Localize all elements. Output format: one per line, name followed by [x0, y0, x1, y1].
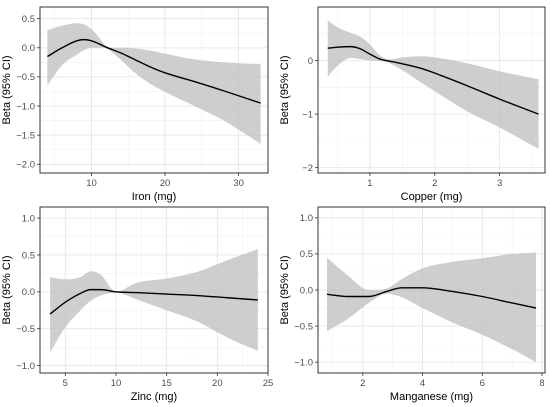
y-tick-label: −1.0 [16, 101, 35, 112]
x-tick-label: 20 [160, 178, 171, 189]
confidence-band [47, 23, 261, 144]
confidence-band [327, 20, 539, 149]
panel-border [39, 206, 269, 374]
y-tick-label: 0.0 [22, 43, 35, 54]
confidence-band [326, 252, 537, 363]
x-tick-label: 1 [367, 178, 372, 189]
y-tick-label: −0.5 [16, 72, 35, 83]
x-tick-label: 10 [111, 378, 122, 389]
x-tick-label: 3 [497, 178, 502, 189]
x-axis-title: Zinc (mg) [131, 391, 177, 403]
y-axis-title: Beta (95% CI) [279, 255, 291, 324]
panel-manganese: 2 4 6 8 −1.0 −0.5 0.0 0.5 1.0 Manganese (mg) Beta … [279, 206, 546, 403]
x-tick-label: 4 [420, 378, 425, 389]
y-tick-label: −1.0 [294, 357, 313, 368]
y-axis-title: Beta (95% CI) [1, 255, 13, 324]
y-tick-label: 0.0 [22, 287, 35, 298]
y-tick-label: −0.5 [294, 321, 313, 332]
y-tick-label: −2 [302, 163, 313, 174]
x-tick-label: 5 [63, 378, 68, 389]
x-axis-title: Manganese (mg) [390, 391, 473, 403]
x-axis-title: Iron (mg) [132, 191, 177, 203]
y-tick-label: −2.0 [16, 160, 35, 171]
estimate-line [326, 287, 537, 309]
x-tick-label: 10 [86, 178, 97, 189]
panel-iron: 10 20 30 −2.0 −1.5 −1.0 −0.5 0.0 0.5 Iron (mg) Bet… [1, 6, 269, 203]
y-tick-label: 0.0 [300, 285, 313, 296]
y-axis-title: Beta (95% CI) [1, 55, 13, 124]
x-tick-label: 8 [539, 378, 544, 389]
y-tick-label: −1.0 [16, 361, 35, 372]
y-tick-label: 1.0 [22, 213, 35, 224]
x-tick-label: 15 [161, 378, 172, 389]
estimate-line [327, 45, 539, 115]
confidence-band [50, 249, 258, 353]
y-tick-label: 1.0 [300, 213, 313, 224]
panel-copper: 1 2 3 −2 −1 0 Copper (mg) Beta (95% CI) [279, 6, 546, 203]
y-tick-label: −1.5 [16, 130, 35, 141]
y-tick-label: 0.5 [300, 249, 313, 260]
x-tick-label: 20 [212, 378, 223, 389]
y-tick-label: −0.5 [16, 324, 35, 335]
x-tick-label: 6 [480, 378, 485, 389]
y-tick-label: 0.5 [22, 14, 35, 25]
panel-border [39, 6, 269, 174]
x-tick-label: 25 [263, 378, 274, 389]
y-tick-label: 0 [308, 56, 313, 67]
y-tick-label: 0.5 [22, 250, 35, 261]
y-tick-label: −1 [302, 109, 313, 120]
estimate-line [49, 288, 258, 315]
x-tick-label: 2 [360, 378, 365, 389]
x-axis-title: Copper (mg) [401, 191, 463, 203]
x-tick-label: 2 [432, 178, 437, 189]
x-tick-label: 30 [233, 178, 244, 189]
estimate-line [46, 38, 261, 104]
panel-zinc: 5 10 15 20 25 −1.0 −0.5 0.0 0.5 1.0 Zinc (mg) Beta … [1, 206, 274, 403]
panel-border [317, 6, 546, 174]
y-axis-title: Beta (95% CI) [279, 55, 291, 124]
